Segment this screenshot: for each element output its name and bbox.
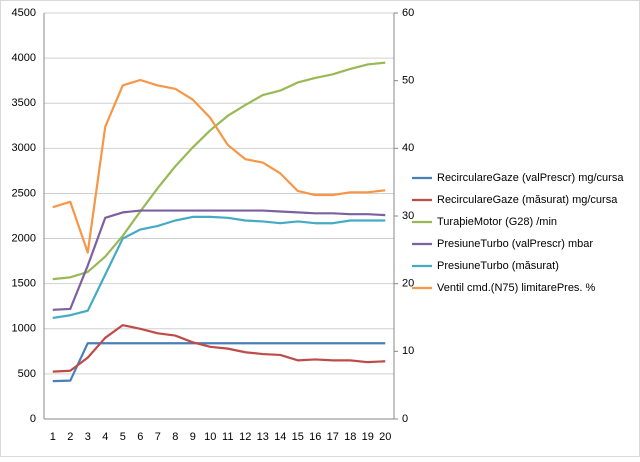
x-tick-label: 4 (102, 431, 108, 443)
x-tick-label: 7 (155, 431, 161, 443)
x-tick-label: 2 (67, 431, 73, 443)
y-tick-label: 2000 (12, 232, 36, 244)
y2-tick-label: 50 (402, 75, 414, 87)
series-line (52, 215, 386, 320)
y-tick-label: 1500 (12, 278, 36, 290)
legend-label: TuraþieMotor (G28) /min (437, 216, 557, 228)
x-tick-label: 19 (362, 431, 374, 443)
y2-tick-label: 40 (402, 142, 414, 154)
series-line (52, 342, 386, 383)
y2-tick-label: 20 (402, 278, 414, 290)
legend-label: RecirculareGaze (valPrescr) mg/cursa (437, 172, 624, 184)
y-tick-label: 3000 (12, 142, 36, 154)
y2-tick-label: 0 (402, 413, 408, 425)
x-tick-label: 15 (292, 431, 304, 443)
y2-tick-label: 10 (402, 345, 414, 357)
x-tick-label: 13 (257, 431, 269, 443)
legend-label: PresiuneTurbo (valPrescr) mbar (437, 238, 593, 250)
legend-label: Ventil cmd.(N75) limitarePres. % (437, 282, 596, 294)
x-tick-label: 10 (204, 431, 216, 443)
x-tick-label: 16 (309, 431, 321, 443)
x-tick-label: 5 (120, 431, 126, 443)
x-tick-label: 9 (190, 431, 196, 443)
series-line (52, 324, 386, 373)
x-tick-label: 8 (172, 431, 178, 443)
y-tick-label: 2500 (12, 187, 36, 199)
y-tick-label: 1000 (12, 323, 36, 335)
x-tick-label: 17 (327, 431, 339, 443)
y-tick-label: 3500 (12, 97, 36, 109)
series-line (52, 209, 386, 311)
y-tick-label: 500 (18, 368, 36, 380)
legend-label: RecirculareGaze (măsurat) mg/cursa (437, 194, 618, 206)
series-line (52, 78, 386, 254)
y-tick-label: 4500 (12, 7, 36, 19)
x-tick-label: 18 (344, 431, 356, 443)
x-tick-label: 1 (50, 431, 56, 443)
x-tick-label: 6 (137, 431, 143, 443)
x-tick-label: 20 (379, 431, 391, 443)
x-tick-label: 11 (222, 431, 233, 443)
series-line (52, 61, 386, 281)
y-tick-label: 4000 (12, 52, 36, 64)
y2-tick-label: 60 (402, 7, 414, 19)
y-tick-label: 0 (30, 413, 36, 425)
x-tick-label: 14 (274, 431, 286, 443)
x-tick-label: 3 (85, 431, 91, 443)
x-tick-label: 12 (239, 431, 251, 443)
legend-label: PresiuneTurbo (măsurat) (437, 260, 559, 272)
y2-tick-label: 30 (402, 210, 414, 222)
